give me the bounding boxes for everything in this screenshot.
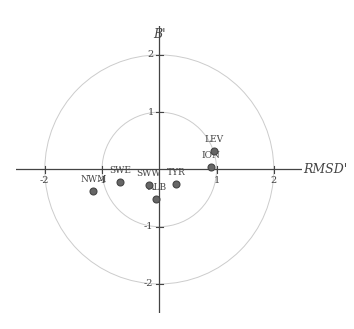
Text: ALB: ALB bbox=[147, 183, 166, 192]
Text: RMSD': RMSD' bbox=[304, 163, 348, 176]
Text: ION: ION bbox=[201, 151, 220, 160]
Text: -2: -2 bbox=[144, 279, 154, 289]
Text: TYR: TYR bbox=[167, 168, 186, 177]
Text: B': B' bbox=[153, 28, 166, 40]
Text: 1: 1 bbox=[213, 176, 220, 185]
Text: 2: 2 bbox=[271, 176, 277, 185]
Text: SWW: SWW bbox=[137, 169, 161, 178]
Text: NWM: NWM bbox=[80, 175, 107, 184]
Text: -1: -1 bbox=[144, 222, 154, 231]
Text: SWE: SWE bbox=[109, 165, 131, 175]
Text: -2: -2 bbox=[40, 176, 50, 185]
Text: -1: -1 bbox=[97, 176, 107, 185]
Text: 2: 2 bbox=[147, 50, 154, 60]
Text: 1: 1 bbox=[147, 108, 154, 117]
Text: LEV: LEV bbox=[204, 135, 223, 144]
